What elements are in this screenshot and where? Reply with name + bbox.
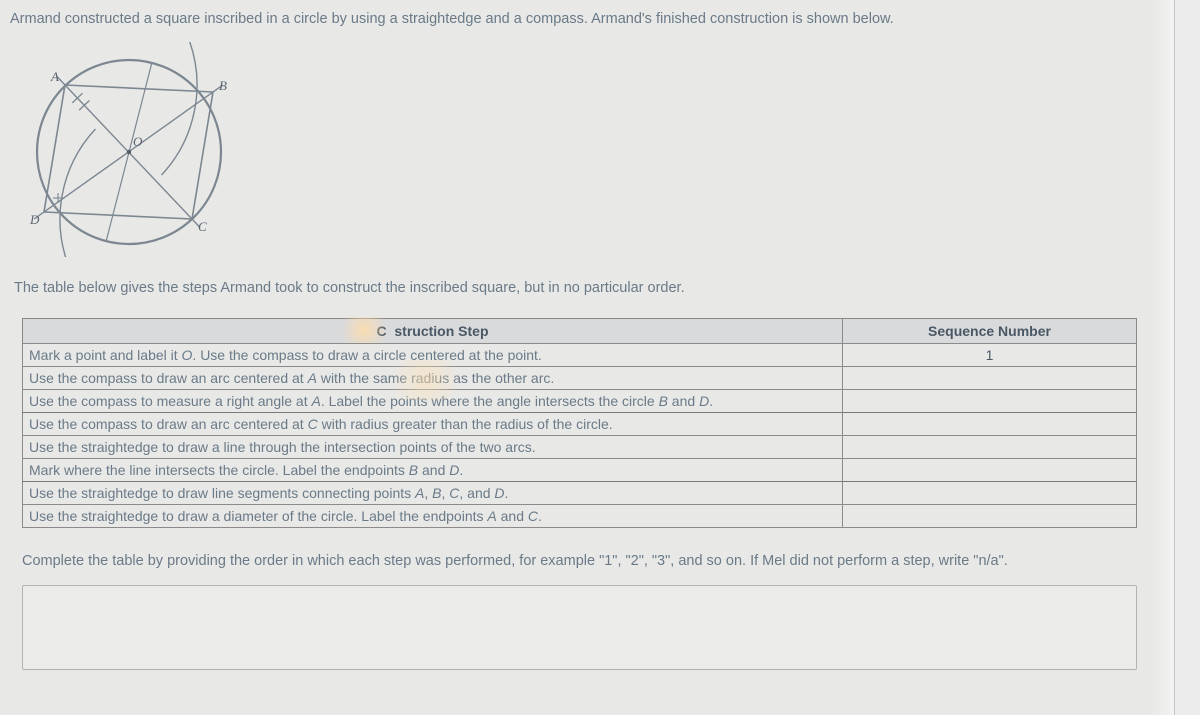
table-row: Mark a point and label it O. Use the com…: [23, 343, 1137, 366]
steps-table: C struction Step Sequence Number Mark a …: [22, 318, 1137, 528]
step-cell: Use the straightedge to draw line segmen…: [23, 481, 843, 504]
completion-instructions: Complete the table by providing the orde…: [22, 552, 1142, 572]
table-row: Use the compass to measure a right angle…: [23, 389, 1137, 412]
header-step-prefix: C: [376, 323, 386, 339]
step-cell: Use the straightedge to draw a line thro…: [23, 435, 843, 458]
col-header-sequence: Sequence Number: [843, 318, 1137, 343]
sequence-cell[interactable]: [843, 366, 1137, 389]
sequence-cell[interactable]: [843, 481, 1137, 504]
svg-text:B: B: [219, 78, 227, 93]
sequence-cell[interactable]: [843, 389, 1137, 412]
table-row: Use the straightedge to draw a diameter …: [23, 504, 1137, 527]
table-row: Use the straightedge to draw a line thro…: [23, 435, 1137, 458]
sequence-cell[interactable]: [843, 458, 1137, 481]
table-row: Mark where the line intersects the circl…: [23, 458, 1137, 481]
svg-text:C: C: [198, 219, 207, 234]
sequence-cell[interactable]: [843, 412, 1137, 435]
svg-text:D: D: [29, 212, 40, 227]
table-row: Use the compass to draw an arc centered …: [23, 412, 1137, 435]
answer-textarea[interactable]: [22, 585, 1137, 670]
sequence-cell[interactable]: [843, 435, 1137, 458]
svg-text:A: A: [50, 69, 59, 84]
step-cell: Use the compass to measure a right angle…: [23, 389, 843, 412]
sequence-cell[interactable]: 1: [843, 343, 1137, 366]
step-cell: Mark a point and label it O. Use the com…: [23, 343, 843, 366]
step-cell: Mark where the line intersects the circl…: [23, 458, 843, 481]
step-cell: Use the compass to draw an arc centered …: [23, 366, 843, 389]
step-cell: Use the straightedge to draw a diameter …: [23, 504, 843, 527]
mid-text: The table below gives the steps Armand t…: [14, 280, 1149, 296]
svg-text:O: O: [133, 134, 143, 149]
construction-diagram: O A B C D: [14, 42, 1149, 262]
step-cell: Use the compass to draw an arc centered …: [23, 412, 843, 435]
sequence-cell[interactable]: [843, 504, 1137, 527]
table-row: Use the compass to draw an arc centered …: [23, 366, 1137, 389]
table-row: Use the straightedge to draw line segmen…: [23, 481, 1137, 504]
prompt-text: Armand constructed a square inscribed in…: [10, 10, 1145, 30]
header-step-suffix: struction Step: [394, 323, 488, 339]
question-panel: Armand constructed a square inscribed in…: [0, 0, 1175, 715]
col-header-step: C struction Step: [23, 318, 843, 343]
